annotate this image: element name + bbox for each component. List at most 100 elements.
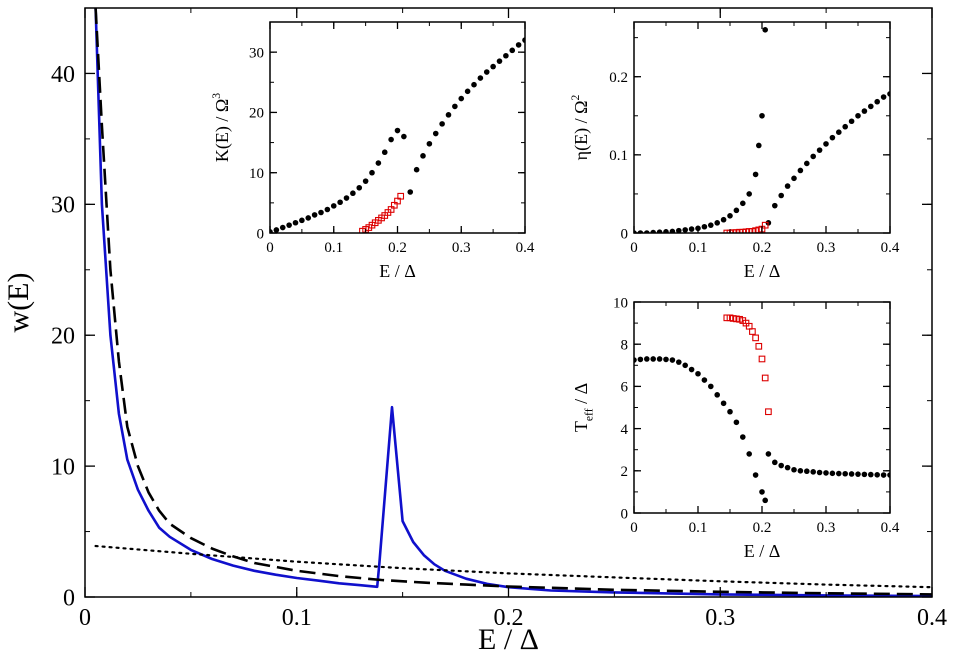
x-tick-label: 0.2 [494,605,524,631]
y-axis-label: K(E) / Ω3 [210,93,233,162]
y-tick-label: 0 [621,226,629,242]
data-point [381,149,388,156]
x-axis-label: E / Δ [744,541,781,561]
data-point [765,451,772,457]
data-point [746,451,752,457]
data-point [286,222,292,228]
data-point-square [755,342,763,350]
data-point-square [758,355,766,363]
plot-area [634,22,890,233]
data-point [420,153,426,159]
data-point [746,191,752,197]
x-tick-label: 0.2 [753,520,772,536]
x-tick-label: 0.3 [817,520,836,536]
data-point [426,140,433,147]
data-point [816,147,823,153]
data-point [337,199,343,206]
data-point [656,229,663,233]
data-point [720,216,727,223]
data-point [848,118,855,125]
data-point [311,212,318,218]
y-tick-label: 10 [249,166,264,182]
x-tick-label: 0.1 [324,240,343,256]
x-tick-label: 0 [79,605,91,631]
x-tick-label: 0.3 [452,240,471,256]
data-point-square [761,221,769,229]
data-point [695,370,701,377]
data-point [752,472,759,478]
data-point [330,203,337,209]
data-point [515,42,522,48]
data-point [394,127,401,134]
x-tick-label: 0.1 [689,240,708,256]
x-tick-label: 0.3 [705,605,735,631]
data-point [810,153,816,160]
data-point [797,167,804,174]
data-point [880,472,887,478]
x-axis-label: E / Δ [379,261,416,281]
data-point-square [752,334,759,342]
data-point [762,27,768,33]
series-line-dashed [94,8,932,596]
data-point [868,103,874,110]
data-point [509,47,516,54]
data-point [343,195,350,201]
data-point [490,63,496,70]
data-point [720,400,727,407]
data-point [688,366,695,373]
data-point [797,468,804,474]
data-point [701,377,708,383]
data-point-square [765,408,772,416]
data-group [94,8,932,597]
data-point [445,112,452,118]
data-point [714,220,720,226]
data-point [868,471,874,478]
data-point [842,470,848,477]
data-point [842,123,848,130]
data-point [727,213,733,219]
y-tick-label: 0.2 [609,70,628,86]
data-point [784,183,791,189]
data-group [270,37,525,233]
x-tick-label: 0.2 [753,240,772,256]
x-tick-label: 0.4 [516,240,535,256]
data-point [733,207,740,214]
data-point [829,470,836,477]
y-tick-label: 2 [621,464,629,480]
data-point [759,489,765,495]
data-point [733,419,740,426]
data-point [458,95,465,102]
data-point [861,471,868,478]
panel-inset-eta: 0 0.1 0.2 0.3 0.4 0 0.1 0.2 E / Δ η(E) / Ω2 [569,21,900,281]
x-tick-label: 0 [266,240,274,256]
data-point [452,103,458,110]
data-point [682,227,688,233]
data-point [759,112,765,119]
data-group [634,314,890,504]
data-point [407,189,414,195]
data-point [823,470,829,476]
data-point [650,356,656,362]
data-point [816,469,823,476]
data-point [855,471,861,477]
data-point [778,192,784,199]
y-tick-label: 0 [621,506,629,522]
data-point [804,468,810,475]
data-point-square [749,328,756,335]
data-point [356,184,363,191]
data-point [318,209,324,216]
x-tick-label: 0 [630,240,638,256]
data-point [464,88,471,95]
x-axis-label: E / Δ [478,623,539,656]
data-point [714,392,720,398]
data-point [669,228,676,233]
data-point [644,356,650,362]
data-point [663,356,669,363]
x-tick-label: 0.3 [817,240,836,256]
panel-inset-K: 0 0.1 0.2 0.3 0.4 0 10 20 30 E / Δ K(E) / Ω3 [210,21,535,281]
data-point [432,130,439,137]
data-point [496,58,503,64]
y-tick-label: 10 [613,295,628,311]
x-tick-label: 0.4 [881,520,900,536]
y-tick-label: 6 [621,380,629,396]
